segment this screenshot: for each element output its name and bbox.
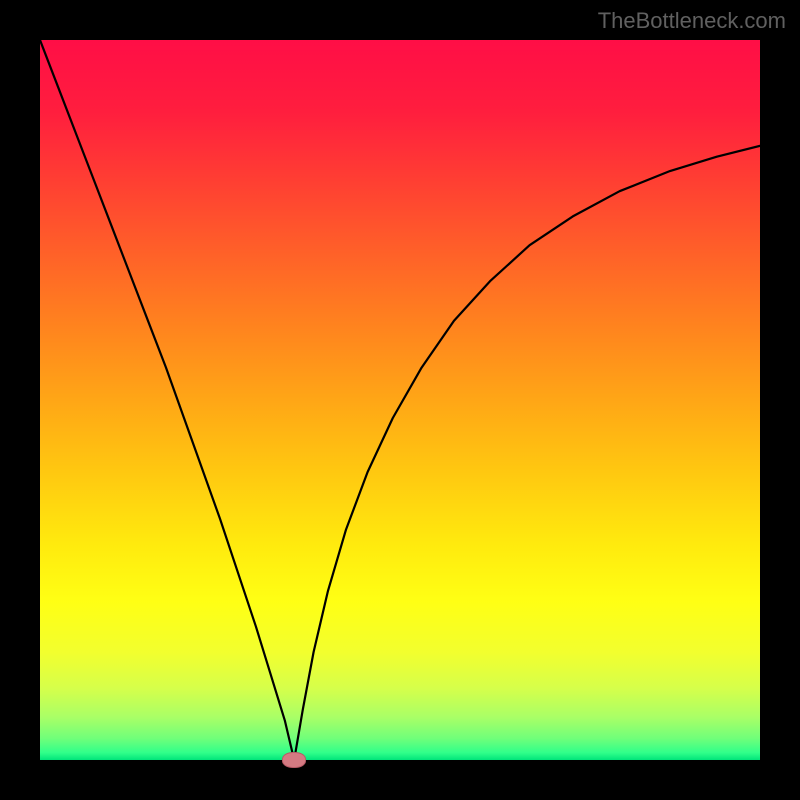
minimum-marker [282,752,306,768]
bottleneck-curve [40,40,760,760]
chart-stage: TheBottleneck.com [0,0,800,800]
watermark-text: TheBottleneck.com [598,8,786,34]
curve-layer [40,40,760,760]
